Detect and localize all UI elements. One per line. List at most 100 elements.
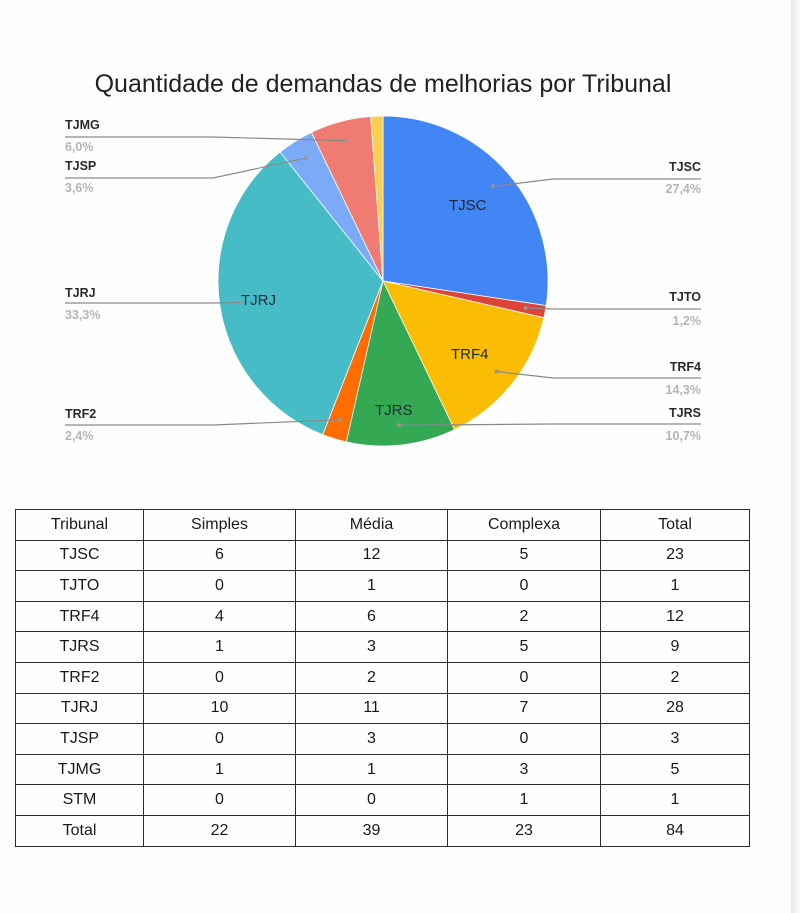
header-tribunal: Tribunal <box>15 509 144 541</box>
cell: 10 <box>143 692 296 725</box>
cell: 0 <box>447 661 601 694</box>
cell: TJRS <box>15 631 144 663</box>
cell: 0 <box>143 570 296 602</box>
callout-pct-tjrj: 33,3% <box>65 308 101 322</box>
table-row: TJRS 1 3 5 9 <box>15 631 750 663</box>
cell: 12 <box>295 539 448 572</box>
cell: TRF2 <box>15 661 144 694</box>
leader-line-tjrs <box>399 423 701 426</box>
table-row: TJSP 0 3 0 3 <box>15 723 750 755</box>
cell: TJSP <box>15 723 144 755</box>
cell: STM <box>15 784 144 816</box>
cell: TJSC <box>15 539 144 572</box>
table-row: TJSC 6 12 5 23 <box>15 539 750 572</box>
page-edge-divider <box>791 0 800 913</box>
header-simples: Simples <box>143 509 296 541</box>
cell: 1 <box>600 570 750 602</box>
cell: 11 <box>295 692 448 725</box>
cell: 5 <box>447 631 601 663</box>
cell: 1 <box>143 753 296 786</box>
callout-label-tjrs: TJRS <box>669 406 701 420</box>
leader-line-tjto <box>525 307 701 310</box>
cell: 6 <box>143 539 296 572</box>
table-row: TJRJ 10 11 7 28 <box>15 692 750 725</box>
cell: 23 <box>600 539 750 572</box>
cell: 3 <box>295 723 448 755</box>
cell: 0 <box>447 723 601 755</box>
callout-pct-tjmg: 6,0% <box>65 140 94 154</box>
callout-label-tjsc: TJSC <box>669 160 701 174</box>
header-complexa: Complexa <box>447 509 601 541</box>
cell: 3 <box>447 753 601 786</box>
slice-label-tjrs: TJRS <box>375 402 413 419</box>
cell: 23 <box>447 814 601 847</box>
callout-label-trf4: TRF4 <box>669 360 701 374</box>
cell: 1 <box>295 753 448 786</box>
cell: 7 <box>447 692 601 725</box>
leader-line-trf4 <box>496 370 701 379</box>
cell: 0 <box>143 723 296 755</box>
cell: 84 <box>600 814 750 847</box>
cell: 22 <box>143 814 296 847</box>
leader-line-tjsc <box>492 178 701 187</box>
table-row: TRF2 0 2 0 2 <box>15 661 750 694</box>
leader-line-trf2 <box>65 419 341 426</box>
cell: 0 <box>143 784 296 816</box>
cell: TJRJ <box>15 692 144 725</box>
callout-label-tjrj: TJRJ <box>65 286 96 300</box>
cell: 1 <box>600 784 750 816</box>
cell: 1 <box>447 784 601 816</box>
table-row: TJMG 1 1 3 5 <box>15 753 750 786</box>
cell: 0 <box>447 570 601 602</box>
cell: 5 <box>447 539 601 572</box>
pie-slice-stm <box>370 115 384 282</box>
chart-title: Quantidade de demandas de melhorias por … <box>94 70 672 98</box>
callout-label-trf2: TRF2 <box>65 407 97 421</box>
header-media: Média <box>295 509 448 541</box>
cell: 9 <box>600 631 750 663</box>
cell: 39 <box>295 814 448 847</box>
cell: 0 <box>295 784 448 816</box>
cell: TJTO <box>15 570 144 602</box>
table-row: TRF4 4 6 2 12 <box>15 600 750 633</box>
slice-label-tjrj: TJRJ <box>241 292 276 309</box>
cell: Total <box>15 814 144 847</box>
cell: 3 <box>600 723 750 755</box>
slice-label-trf4: TRF4 <box>451 346 489 363</box>
callout-label-tjmg: TJMG <box>65 118 100 132</box>
cell: TJMG <box>15 753 144 786</box>
callout-pct-tjrs: 10,7% <box>665 429 701 443</box>
table-header-row: Tribunal Simples Média Complexa Total <box>15 509 750 541</box>
callout-label-tjto: TJTO <box>669 290 701 304</box>
cell: 6 <box>295 600 448 633</box>
cell: 2 <box>600 661 750 694</box>
pie-slice-tjrj <box>217 151 384 436</box>
callout-pct-tjsc: 27,4% <box>665 182 701 196</box>
cell: 12 <box>600 600 750 633</box>
callout-pct-trf4: 14,3% <box>665 383 701 397</box>
callout-label-tjsp: TJSP <box>65 159 97 173</box>
callout-pct-tjsp: 3,6% <box>65 181 94 195</box>
header-total: Total <box>600 509 750 541</box>
leader-line-tjmg <box>65 136 346 142</box>
cell: 3 <box>295 631 448 663</box>
pie-chart <box>65 115 701 447</box>
cell: 0 <box>143 661 296 694</box>
cell: 1 <box>295 570 448 602</box>
cell: 2 <box>447 600 601 633</box>
demand-table: Tribunal Simples Média Complexa Total TJ… <box>15 509 750 847</box>
cell: 28 <box>600 692 750 725</box>
cell: TRF4 <box>15 600 144 633</box>
cell: 4 <box>143 600 296 633</box>
leader-line-tjsp <box>65 157 306 179</box>
cell: 2 <box>295 661 448 694</box>
pie-slice-tjrs <box>345 279 456 447</box>
callout-pct-trf2: 2,4% <box>65 429 94 443</box>
cell: 1 <box>143 631 296 663</box>
cell: 5 <box>600 753 750 786</box>
table-row: STM 0 0 1 1 <box>15 784 750 816</box>
pie-slice-tjsc <box>382 115 549 307</box>
table-total-row: Total 22 39 23 84 <box>15 814 750 847</box>
slice-label-tjsc: TJSC <box>449 197 487 214</box>
